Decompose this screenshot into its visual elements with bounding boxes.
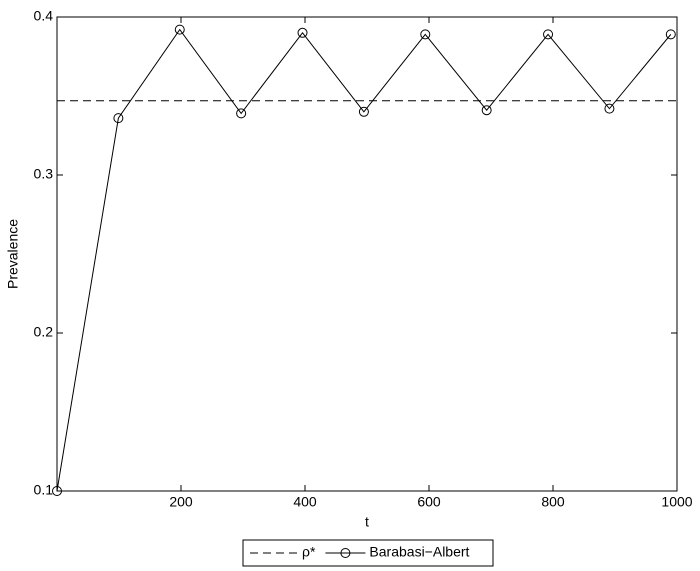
legend-marker (340, 548, 351, 558)
point (665, 29, 676, 40)
point (297, 27, 308, 38)
x-tick-label: 200 (169, 494, 193, 510)
y-tick-label: 0.2 (34, 324, 54, 340)
point (604, 103, 615, 114)
x-tick-label: 400 (293, 494, 317, 510)
x-axis-label: t (365, 514, 369, 530)
point (358, 106, 369, 117)
y-axis-label: Prevalence (5, 219, 21, 289)
point (113, 113, 124, 124)
point (420, 29, 431, 40)
series-line (56, 28, 672, 492)
y-tick-label: 0.4 (34, 8, 54, 24)
point (236, 108, 247, 119)
point (481, 105, 492, 116)
legend-label: Barabasi−Albert (369, 544, 469, 560)
point (174, 24, 185, 35)
x-tick-label: 800 (541, 494, 565, 510)
y-tick-label: 0.1 (34, 482, 54, 498)
point (543, 29, 554, 40)
legend-box (242, 539, 494, 567)
y-tick-label: 0.3 (34, 166, 54, 182)
x-tick-label: 1000 (661, 494, 692, 510)
x-tick-label: 600 (417, 494, 441, 510)
axes-box (56, 16, 678, 492)
legend-label: ρ* (302, 544, 316, 560)
point (52, 486, 62, 496)
